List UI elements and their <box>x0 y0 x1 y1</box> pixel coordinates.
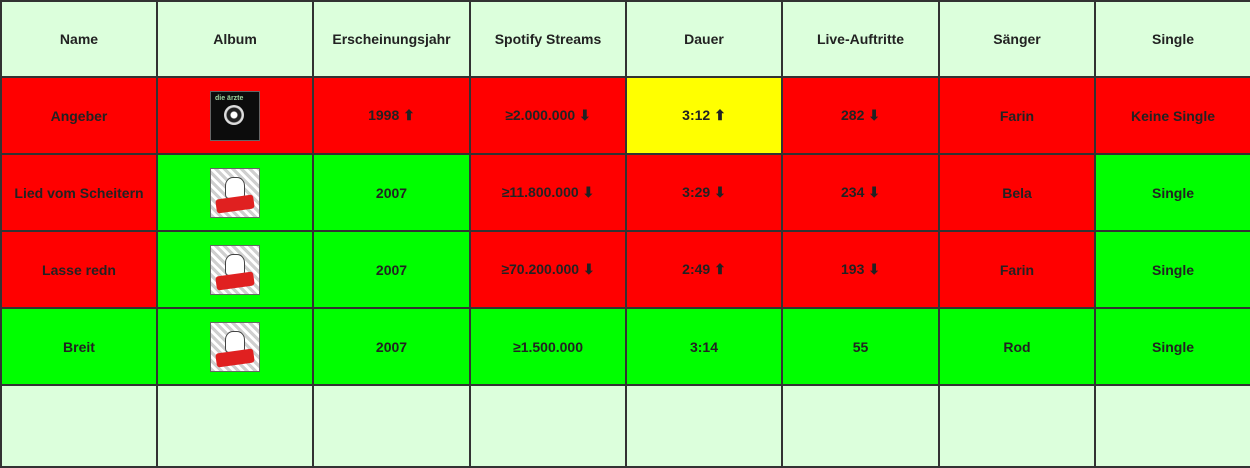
cell-year: 2007 <box>312 307 471 386</box>
cell-duration: 3:29 ⬇ <box>625 153 783 232</box>
header-streams: Spotify Streams <box>469 0 627 78</box>
cell-single: Keine Single <box>1094 76 1250 155</box>
album-cover-image: die ärzte <box>210 90 260 141</box>
header-album: Album <box>156 0 314 78</box>
table-row: Angeber die ärzte 1998 ⬆ ≥2.000.000 ⬇ 3:… <box>0 76 1250 155</box>
header-live: Live-Auftritte <box>781 0 940 78</box>
cell-name: Breit <box>0 307 158 386</box>
album-cover-image <box>210 321 260 372</box>
cell-streams: ≥1.500.000 <box>469 307 627 386</box>
cell-live: 193 ⬇ <box>781 230 940 309</box>
album-title-graphic <box>215 347 255 368</box>
cell-streams: ≥11.800.000 ⬇ <box>469 153 627 232</box>
empty-cell <box>469 384 627 468</box>
cell-singer: Farin <box>938 230 1096 309</box>
table-row: Lasse redn 2007 ≥70.200.000 ⬇ 2:49 ⬆ 193… <box>0 230 1250 309</box>
cell-album <box>156 230 314 309</box>
album-cover-image <box>210 167 260 218</box>
empty-cell <box>0 384 158 468</box>
cell-duration: 3:12 ⬆ <box>625 76 783 155</box>
album-cover-image <box>210 244 260 295</box>
empty-cell <box>312 384 471 468</box>
header-name: Name <box>0 0 158 78</box>
cell-streams: ≥70.200.000 ⬇ <box>469 230 627 309</box>
cell-album: die ärzte <box>156 76 314 155</box>
cell-album <box>156 307 314 386</box>
header-single: Single <box>1094 0 1250 78</box>
header-row: Name Album Erscheinungsjahr Spotify Stre… <box>0 0 1250 78</box>
cell-single: Single <box>1094 153 1250 232</box>
cell-singer: Farin <box>938 76 1096 155</box>
cell-album <box>156 153 314 232</box>
cell-year: 2007 <box>312 153 471 232</box>
table-row: Lied vom Scheitern 2007 ≥11.800.000 ⬇ 3:… <box>0 153 1250 232</box>
empty-guess-row <box>0 384 1250 468</box>
album-title-graphic <box>215 270 255 291</box>
cell-single: Single <box>1094 230 1250 309</box>
cell-singer: Bela <box>938 153 1096 232</box>
cell-live: 234 ⬇ <box>781 153 940 232</box>
empty-cell <box>938 384 1096 468</box>
header-duration: Dauer <box>625 0 783 78</box>
cell-duration: 2:49 ⬆ <box>625 230 783 309</box>
album-title-graphic <box>215 193 255 214</box>
cell-year: 2007 <box>312 230 471 309</box>
album-badge-icon <box>224 104 244 125</box>
empty-cell <box>156 384 314 468</box>
cell-year: 1998 ⬆ <box>312 76 471 155</box>
cell-duration: 3:14 <box>625 307 783 386</box>
cell-name: Lasse redn <box>0 230 158 309</box>
header-singer: Sänger <box>938 0 1096 78</box>
cell-singer: Rod <box>938 307 1096 386</box>
cell-name: Lied vom Scheitern <box>0 153 158 232</box>
cell-single: Single <box>1094 307 1250 386</box>
cell-name: Angeber <box>0 76 158 155</box>
album-logo-text: die ärzte <box>215 94 244 102</box>
cell-live: 282 ⬇ <box>781 76 940 155</box>
header-year: Erscheinungsjahr <box>312 0 471 78</box>
cell-live: 55 <box>781 307 940 386</box>
empty-cell <box>781 384 940 468</box>
empty-cell <box>1094 384 1250 468</box>
empty-cell <box>625 384 783 468</box>
cell-streams: ≥2.000.000 ⬇ <box>469 76 627 155</box>
table-row: Breit 2007 ≥1.500.000 3:14 55 Rod Single <box>0 307 1250 386</box>
